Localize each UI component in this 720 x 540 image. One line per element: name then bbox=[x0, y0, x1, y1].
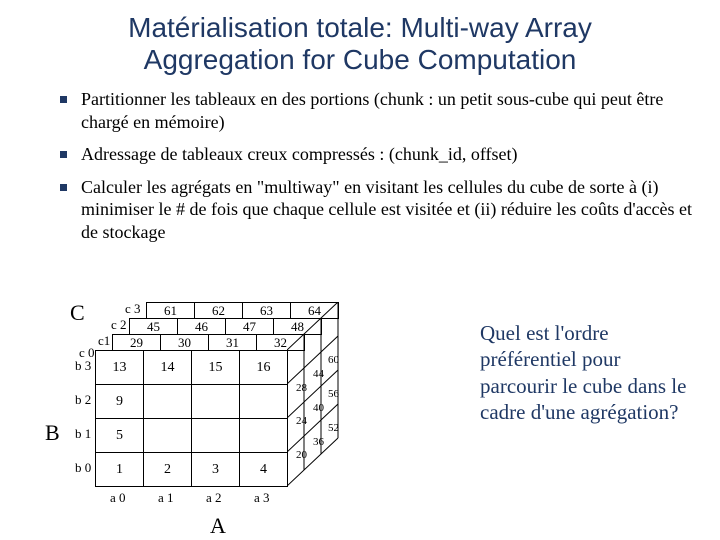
cube-cell: 63 bbox=[243, 303, 291, 319]
axis-label-b: B bbox=[45, 420, 60, 446]
diagram-area: C B A Quel est l'ordre préférentiel pour… bbox=[0, 300, 720, 540]
bullet-marker-icon bbox=[60, 184, 67, 191]
cube-cell: 14 bbox=[144, 351, 192, 385]
bullet-item: Partitionner les tableaux en des portion… bbox=[60, 88, 700, 133]
bullet-text: Calculer les agrégats en "multiway" en v… bbox=[81, 176, 700, 244]
a-label: a 1 bbox=[158, 490, 174, 506]
side-cell: 36 bbox=[313, 436, 324, 448]
cube-cell: 31 bbox=[209, 335, 257, 351]
cube-cell: 29 bbox=[113, 335, 161, 351]
cube-cell: 1 bbox=[96, 453, 144, 487]
cube-cell: 13 bbox=[96, 351, 144, 385]
bullet-item: Calculer les agrégats en "multiway" en v… bbox=[60, 176, 700, 244]
cube-cell: 5 bbox=[96, 419, 144, 453]
cube-front-face: 13 14 15 16 9 5 1 2 3 4 bbox=[95, 350, 288, 487]
cube-cell: 62 bbox=[195, 303, 243, 319]
question-text: Quel est l'ordre préférentiel pour parco… bbox=[480, 320, 700, 425]
cube-cell: 46 bbox=[178, 319, 226, 335]
b-label: b 3 bbox=[75, 358, 91, 374]
a-label: a 0 bbox=[110, 490, 126, 506]
cube-cell bbox=[144, 419, 192, 453]
cube-cell: 47 bbox=[226, 319, 274, 335]
cube-cell: 9 bbox=[96, 385, 144, 419]
cube-cell: 30 bbox=[161, 335, 209, 351]
cube-diagram: c 3 61 62 63 64 c 2 45 46 47 48 c1 29 30… bbox=[95, 300, 425, 520]
side-cell: 56 bbox=[328, 388, 339, 400]
cube-cell: 61 bbox=[147, 303, 195, 319]
side-cell: 20 bbox=[296, 449, 307, 461]
cube-cell bbox=[240, 385, 288, 419]
c-label: c 2 bbox=[111, 317, 127, 333]
side-cell: 24 bbox=[296, 415, 307, 427]
b-label: b 1 bbox=[75, 426, 91, 442]
cube-cell bbox=[192, 419, 240, 453]
bullet-marker-icon bbox=[60, 96, 67, 103]
front-row: 13 14 15 16 bbox=[96, 351, 288, 385]
slide-title: Matérialisation totale: Multi-way Array … bbox=[0, 0, 720, 86]
cube-cell: 45 bbox=[130, 319, 178, 335]
bullet-text: Partitionner les tableaux en des portion… bbox=[81, 88, 700, 133]
a-label: a 2 bbox=[206, 490, 222, 506]
front-row: 1 2 3 4 bbox=[96, 453, 288, 487]
cube-cell: 3 bbox=[192, 453, 240, 487]
front-row: 5 bbox=[96, 419, 288, 453]
bullet-item: Adressage de tableaux creux compressés :… bbox=[60, 143, 700, 166]
cube-cell bbox=[144, 385, 192, 419]
cube-cell bbox=[240, 419, 288, 453]
side-cell: 28 bbox=[296, 382, 307, 394]
side-cell: 44 bbox=[313, 368, 324, 380]
cube-cell: 16 bbox=[240, 351, 288, 385]
bullet-text: Adressage de tableaux creux compressés :… bbox=[81, 143, 518, 166]
bullet-list: Partitionner les tableaux en des portion… bbox=[0, 86, 720, 243]
front-row: 9 bbox=[96, 385, 288, 419]
depth-slice-c1: 29 30 31 32 bbox=[112, 334, 305, 351]
cube-cell: 15 bbox=[192, 351, 240, 385]
bullet-marker-icon bbox=[60, 151, 67, 158]
side-cell: 52 bbox=[328, 422, 339, 434]
cube-cell: 4 bbox=[240, 453, 288, 487]
b-label: b 2 bbox=[75, 392, 91, 408]
title-line-1: Matérialisation totale: Multi-way Array bbox=[128, 12, 592, 43]
side-cell: 40 bbox=[313, 402, 324, 414]
cube-cell: 2 bbox=[144, 453, 192, 487]
c-label: c1 bbox=[98, 333, 110, 349]
a-label: a 3 bbox=[254, 490, 270, 506]
cube-cell bbox=[192, 385, 240, 419]
c-label: c 3 bbox=[125, 301, 141, 317]
title-line-2: Aggregation for Cube Computation bbox=[144, 44, 577, 75]
b-label: b 0 bbox=[75, 460, 91, 476]
side-cell: 60 bbox=[328, 354, 339, 366]
axis-label-c: C bbox=[70, 300, 85, 326]
